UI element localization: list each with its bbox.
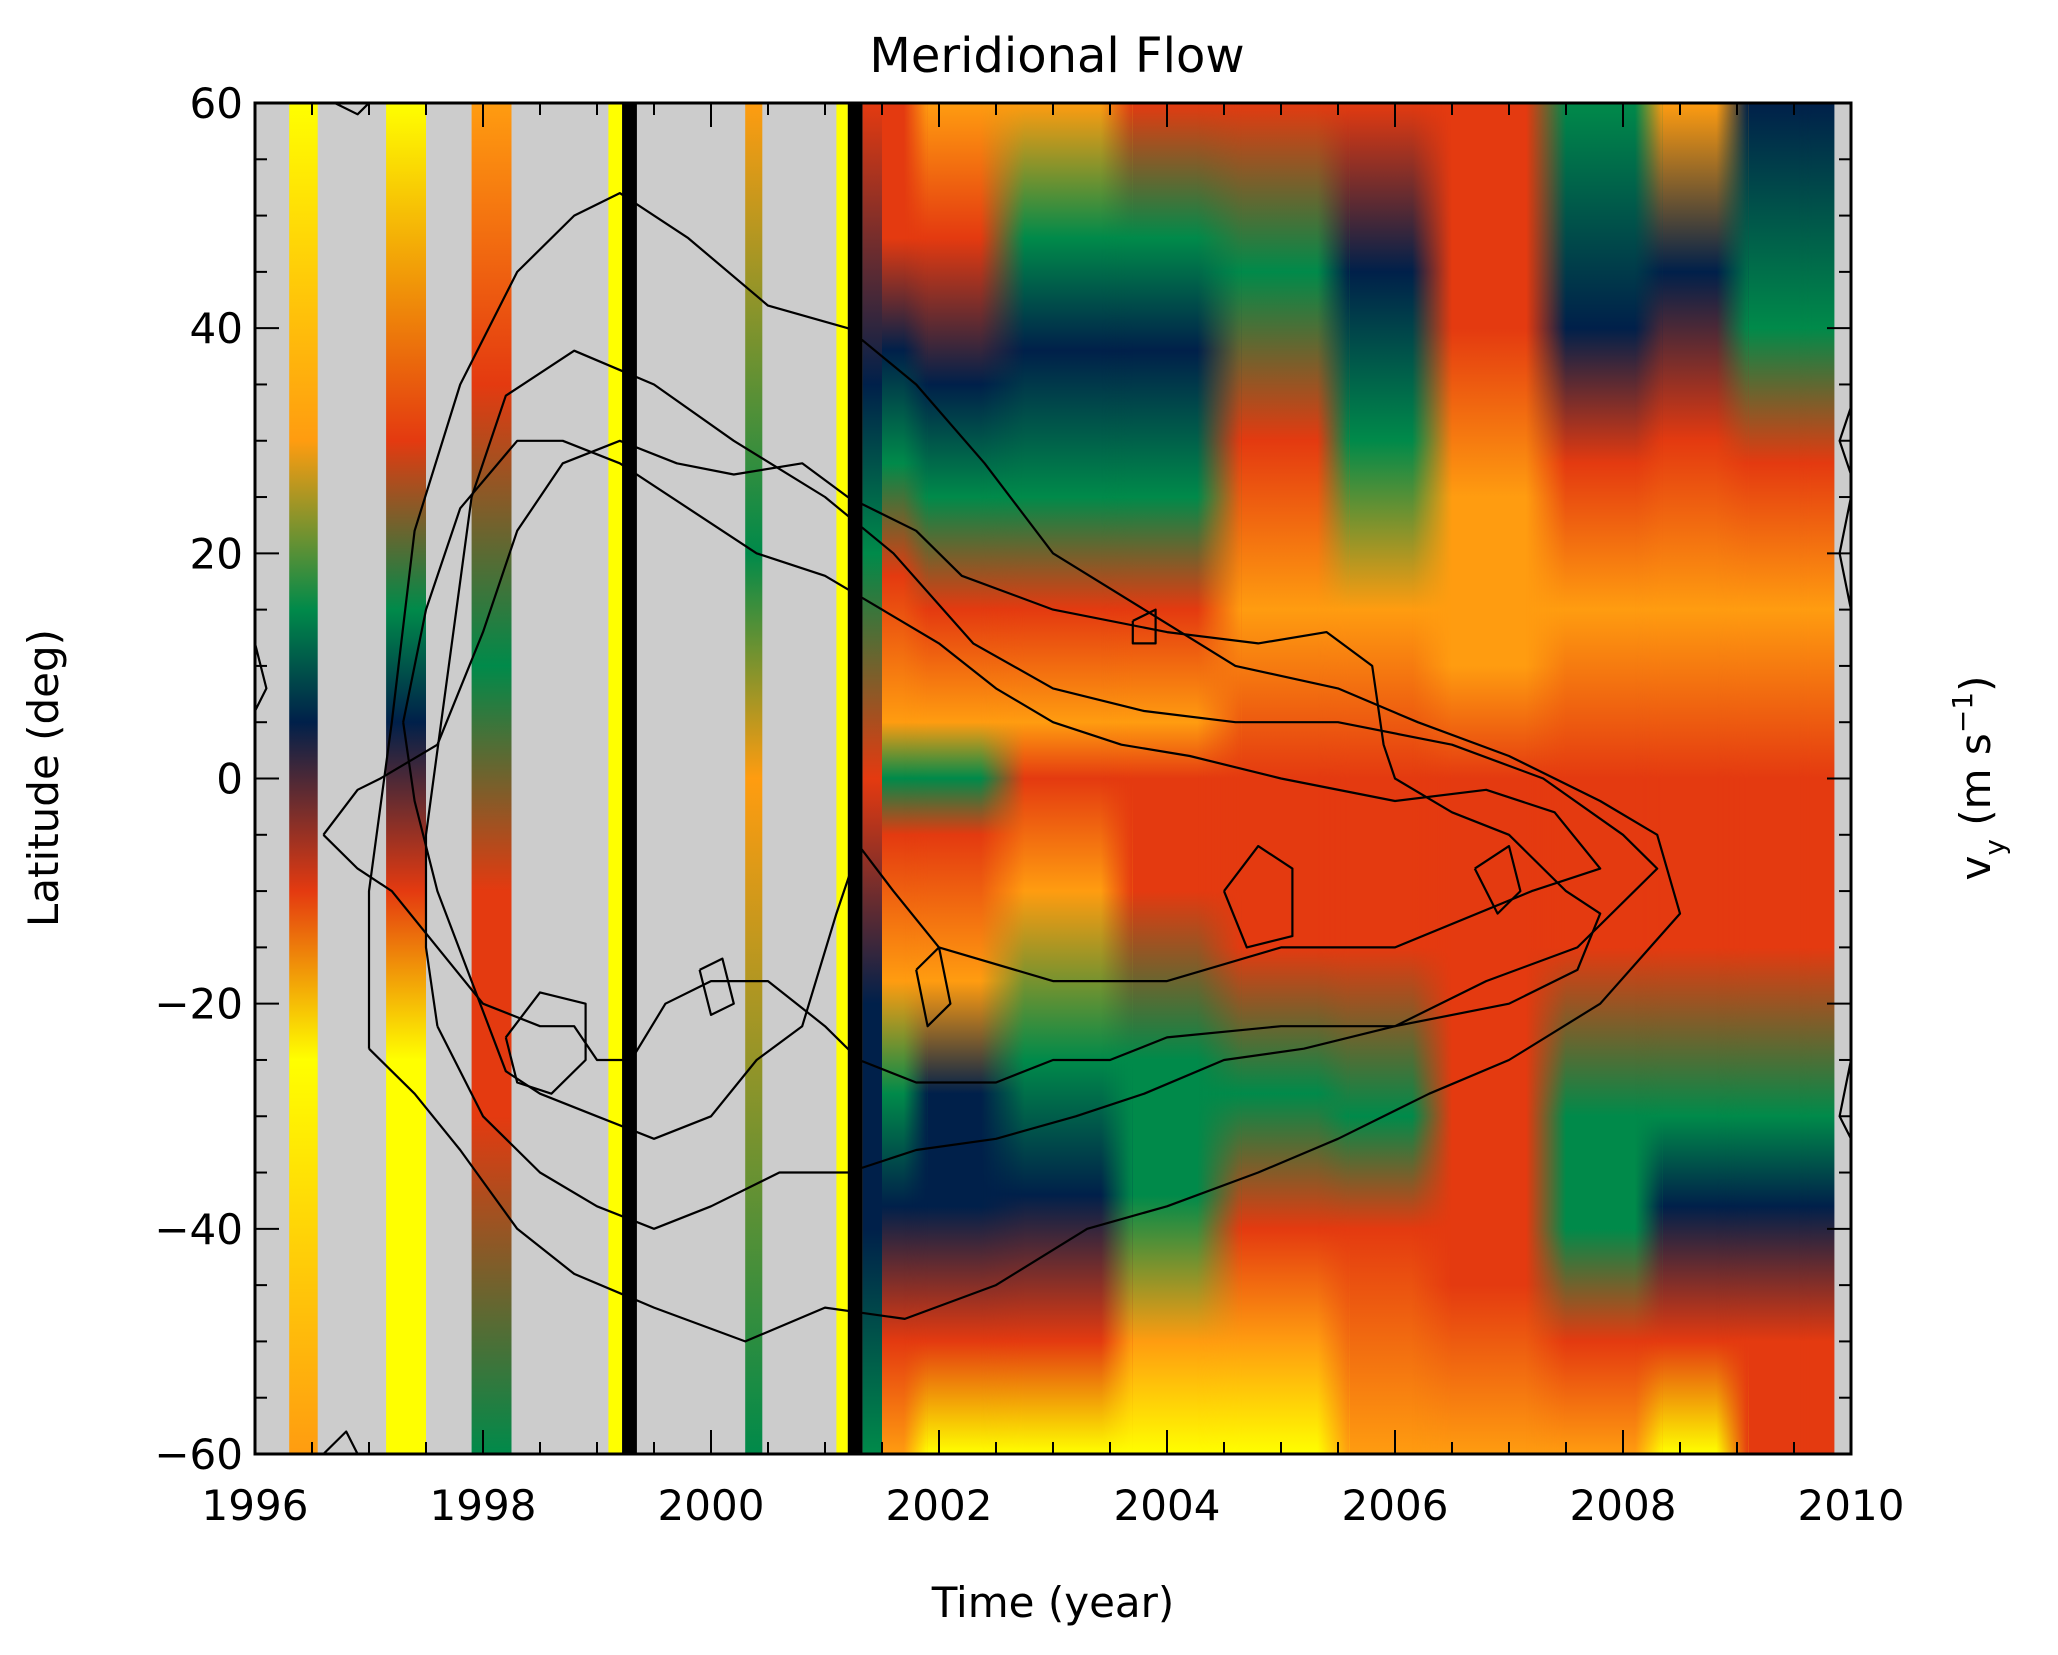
plot-area (253, 101, 1853, 1456)
heatmap (255, 103, 1851, 1454)
heatmap-blend (1799, 103, 1812, 1454)
contour-line (915, 946, 952, 1028)
heatmap-strip (289, 103, 318, 1454)
x-tick-label: 2002 (886, 1481, 993, 1530)
contour-line (322, 1430, 359, 1454)
heatmap-blend (1197, 103, 1242, 1454)
contour-line (1131, 608, 1157, 645)
heatmap-strip (622, 103, 637, 1454)
y-axis: 60 40 20 0 −20 −40 −60 (154, 79, 1851, 1479)
x-axis-label: Time (year) (931, 1578, 1175, 1627)
contour-line (334, 103, 370, 116)
colorbar-label-superscript: −1 (1946, 692, 1979, 733)
heatmap-strip (847, 103, 863, 1454)
heatmap-strip (608, 103, 623, 1454)
chart-title: Meridional Flow (869, 28, 1244, 84)
contour-line (367, 192, 1682, 1343)
heatmap-blend (980, 103, 1025, 1454)
x-tick-label: 2008 (1570, 1481, 1677, 1530)
colorbar-label-unit: (m s (1951, 733, 2000, 839)
contour-line (424, 349, 1659, 1230)
colorbar-label: vy (m s−1) (1946, 676, 2011, 881)
colorbar-label-subscript: y (1978, 839, 2011, 856)
heatmap-blend (1412, 103, 1452, 1454)
x-tick-label: 2000 (658, 1481, 765, 1530)
y-axis-label: Latitude (deg) (19, 629, 68, 927)
heatmap-blend (1634, 103, 1663, 1454)
heatmap-blend (1526, 103, 1566, 1454)
contour-line (255, 643, 268, 712)
y-tick-label: 60 (190, 79, 243, 128)
y-tick-label: −20 (154, 980, 243, 1029)
heatmap-column (1811, 103, 1835, 1454)
heatmap-strip (862, 103, 882, 1454)
colorbar-label-close: ) (1951, 676, 2000, 692)
x-tick-label: 2004 (1114, 1481, 1221, 1530)
heatmap-strip (471, 103, 512, 1454)
x-tick-label: 2010 (1798, 1481, 1905, 1530)
heatmap-blend (903, 103, 928, 1454)
y-tick-label: 0 (216, 755, 243, 804)
x-axis: 1996 1998 2000 2002 2004 2006 2008 2010 (202, 103, 1905, 1530)
contour-line (402, 439, 1602, 1140)
contour-line (322, 439, 1602, 1084)
x-tick-label: 2006 (1342, 1481, 1449, 1530)
y-tick-label: −40 (154, 1205, 243, 1254)
y-tick-label: 40 (190, 304, 243, 353)
heatmap-blend (1716, 103, 1749, 1454)
contour-line (698, 957, 735, 1016)
contour-line (1473, 845, 1522, 915)
heatmap-blend (1100, 103, 1133, 1454)
contour-line (1222, 845, 1294, 949)
x-tick-label: 1996 (202, 1481, 309, 1530)
colorbar-label-base: v (1951, 856, 2000, 881)
y-tick-label: 20 (190, 529, 243, 578)
contour-lines (255, 103, 1851, 1454)
y-tick-label: −60 (154, 1430, 243, 1479)
contour-line (504, 991, 587, 1095)
heatmap-strip (745, 103, 763, 1454)
heatmap-blend (1317, 103, 1350, 1454)
heatmap-strip (386, 103, 426, 1454)
x-tick-label: 1998 (430, 1481, 537, 1530)
heatmap-strip (836, 103, 848, 1454)
